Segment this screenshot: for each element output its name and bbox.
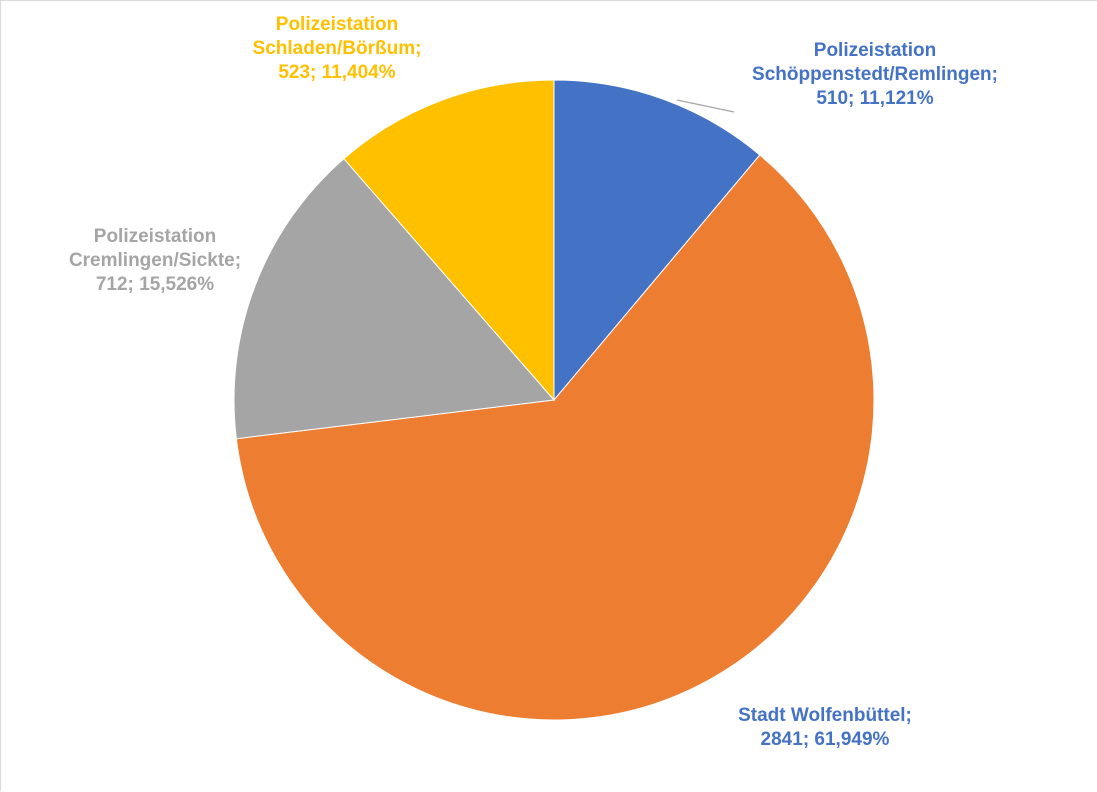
label-line: 2841; 61,949% xyxy=(705,728,945,752)
label-line: Cremlingen/Sickte; xyxy=(45,249,265,273)
label-line: 510; 11,121% xyxy=(725,87,1025,111)
label-line: 523; 11,404% xyxy=(227,61,447,85)
slice-label-schladen: Polizeistation Schladen/Börßum; 523; 11,… xyxy=(227,13,447,85)
label-line: Stadt Wolfenbüttel; xyxy=(705,704,945,728)
slice-label-schoeppenstedt: Polizeistation Schöppenstedt/Remlingen; … xyxy=(725,39,1025,111)
label-line: Polizeistation xyxy=(45,225,265,249)
label-line: Polizeistation xyxy=(227,13,447,37)
label-line: Schladen/Börßum; xyxy=(227,37,447,61)
slice-label-cremlingen: Polizeistation Cremlingen/Sickte; 712; 1… xyxy=(45,225,265,297)
label-line: 712; 15,526% xyxy=(45,273,265,297)
slice-label-wolfenbuettel: Stadt Wolfenbüttel; 2841; 61,949% xyxy=(705,704,945,752)
label-line: Polizeistation xyxy=(725,39,1025,63)
label-line: Schöppenstedt/Remlingen; xyxy=(725,63,1025,87)
